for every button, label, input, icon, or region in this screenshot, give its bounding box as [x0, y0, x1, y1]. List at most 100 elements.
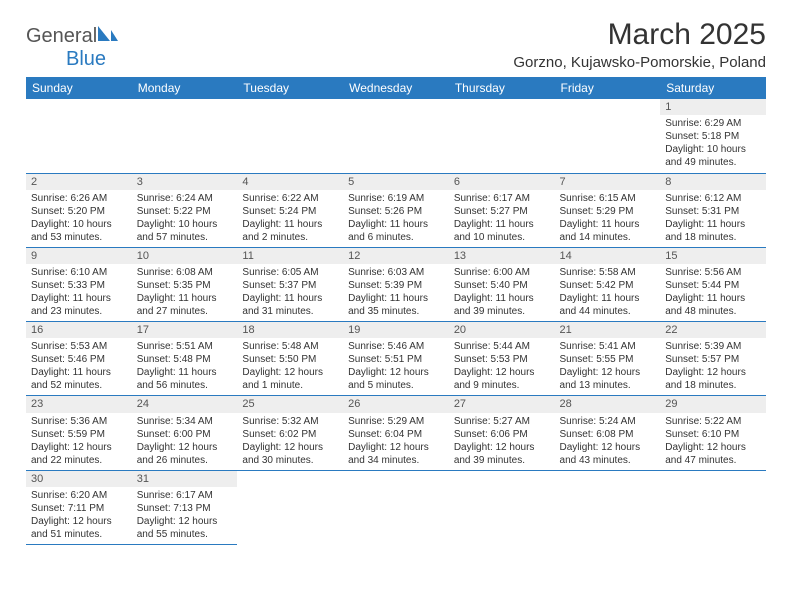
day-details: Sunrise: 5:58 AMSunset: 5:42 PMDaylight:… [560, 266, 656, 318]
day-details: Sunrise: 5:24 AMSunset: 6:08 PMDaylight:… [560, 415, 656, 467]
day-number: 26 [343, 396, 449, 412]
day-details: Sunrise: 5:27 AMSunset: 6:06 PMDaylight:… [454, 415, 550, 467]
day-number: 3 [132, 174, 238, 190]
day-number: 24 [132, 396, 238, 412]
calendar-body: 1 Sunrise: 6:29 AMSunset: 5:18 PMDaylight… [26, 99, 766, 544]
logo-text-1: General [26, 25, 97, 47]
calendar-cell [555, 99, 661, 173]
weekday-monday: Monday [132, 77, 238, 99]
day-number: 13 [449, 248, 555, 264]
calendar-cell: 19 Sunrise: 5:46 AMSunset: 5:51 PMDayligh… [343, 322, 449, 396]
calendar-cell [26, 99, 132, 173]
weekday-thursday: Thursday [449, 77, 555, 99]
calendar-cell: 7Sunrise: 6:15 AMSunset: 5:29 PMDaylight… [555, 173, 661, 247]
calendar-cell [343, 470, 449, 544]
day-details: Sunrise: 6:00 AMSunset: 5:40 PMDaylight:… [454, 266, 550, 318]
day-number: 21 [555, 322, 661, 338]
calendar-cell [237, 470, 343, 544]
day-details: Sunrise: 6:17 AMSunset: 5:27 PMDaylight:… [454, 192, 550, 244]
calendar-cell: 18 Sunrise: 5:48 AMSunset: 5:50 PMDayligh… [237, 322, 343, 396]
day-details: Sunrise: 5:32 AMSunset: 6:02 PMDaylight:… [242, 415, 338, 467]
day-number: 11 [237, 248, 343, 264]
weekday-tuesday: Tuesday [237, 77, 343, 99]
day-number: 2 [26, 174, 132, 190]
day-details: Sunrise: 6:17 AMSunset: 7:13 PMDaylight:… [137, 489, 233, 541]
day-number: 30 [26, 471, 132, 487]
day-details: Sunrise: 6:10 AMSunset: 5:33 PMDaylight:… [31, 266, 127, 318]
calendar-cell [343, 99, 449, 173]
calendar-cell: 26 Sunrise: 5:29 AMSunset: 6:04 PMDayligh… [343, 396, 449, 470]
day-number: 31 [132, 471, 238, 487]
header: GeneralBlue March 2025 Gorzno, Kujawsko-… [26, 18, 766, 71]
calendar-cell: 31 Sunrise: 6:17 AMSunset: 7:13 PMDayligh… [132, 470, 238, 544]
weekday-friday: Friday [555, 77, 661, 99]
day-details: Sunrise: 6:12 AMSunset: 5:31 PMDaylight:… [665, 192, 761, 244]
calendar-cell: 1 Sunrise: 6:29 AMSunset: 5:18 PMDaylight… [660, 99, 766, 173]
day-details: Sunrise: 6:08 AMSunset: 5:35 PMDaylight:… [137, 266, 233, 318]
logo-text: GeneralBlue [26, 24, 119, 71]
calendar-cell: 22 Sunrise: 5:39 AMSunset: 5:57 PMDayligh… [660, 322, 766, 396]
day-details: Sunrise: 5:34 AMSunset: 6:00 PMDaylight:… [137, 415, 233, 467]
calendar-cell: 2 Sunrise: 6:26 AMSunset: 5:20 PMDaylight… [26, 173, 132, 247]
day-details: Sunrise: 5:39 AMSunset: 5:57 PMDaylight:… [665, 340, 761, 392]
day-details: Sunrise: 6:20 AMSunset: 7:11 PMDaylight:… [31, 489, 127, 541]
page-title: March 2025 [513, 18, 766, 52]
day-details: Sunrise: 6:19 AMSunset: 5:26 PMDaylight:… [348, 192, 444, 244]
day-number: 9 [26, 248, 132, 264]
day-number: 10 [132, 248, 238, 264]
calendar-cell: 23Sunrise: 5:36 AMSunset: 5:59 PMDayligh… [26, 396, 132, 470]
calendar-cell: 6Sunrise: 6:17 AMSunset: 5:27 PMDaylight… [449, 173, 555, 247]
day-details: Sunrise: 5:29 AMSunset: 6:04 PMDaylight:… [348, 415, 444, 467]
calendar-cell: 11Sunrise: 6:05 AMSunset: 5:37 PMDayligh… [237, 247, 343, 321]
calendar-cell [449, 470, 555, 544]
logo-text-2: Blue [66, 48, 106, 70]
calendar-cell: 10 Sunrise: 6:08 AMSunset: 5:35 PMDayligh… [132, 247, 238, 321]
day-details: Sunrise: 6:03 AMSunset: 5:39 PMDaylight:… [348, 266, 444, 318]
calendar-cell [660, 470, 766, 544]
logo-sail-icon [97, 24, 119, 48]
day-details: Sunrise: 5:36 AMSunset: 5:59 PMDaylight:… [31, 415, 127, 467]
calendar-cell: 29Sunrise: 5:22 AMSunset: 6:10 PMDayligh… [660, 396, 766, 470]
calendar-week-row: 1 Sunrise: 6:29 AMSunset: 5:18 PMDaylight… [26, 99, 766, 173]
day-number: 18 [237, 322, 343, 338]
title-block: March 2025 Gorzno, Kujawsko-Pomorskie, P… [513, 18, 766, 71]
weekday-sunday: Sunday [26, 77, 132, 99]
day-details: Sunrise: 5:44 AMSunset: 5:53 PMDaylight:… [454, 340, 550, 392]
day-details: Sunrise: 6:24 AMSunset: 5:22 PMDaylight:… [137, 192, 233, 244]
calendar-week-row: 16 Sunrise: 5:53 AMSunset: 5:46 PMDayligh… [26, 322, 766, 396]
calendar-cell: 4Sunrise: 6:22 AMSunset: 5:24 PMDaylight… [237, 173, 343, 247]
logo: GeneralBlue [26, 24, 119, 71]
calendar-cell [555, 470, 661, 544]
day-number: 22 [660, 322, 766, 338]
calendar-cell: 12 Sunrise: 6:03 AMSunset: 5:39 PMDayligh… [343, 247, 449, 321]
calendar-cell: 16 Sunrise: 5:53 AMSunset: 5:46 PMDayligh… [26, 322, 132, 396]
day-details: Sunrise: 5:48 AMSunset: 5:50 PMDaylight:… [242, 340, 338, 392]
day-number: 29 [660, 396, 766, 412]
calendar-cell: 3 Sunrise: 6:24 AMSunset: 5:22 PMDaylight… [132, 173, 238, 247]
day-details: Sunrise: 6:15 AMSunset: 5:29 PMDaylight:… [560, 192, 656, 244]
weekday-wednesday: Wednesday [343, 77, 449, 99]
calendar-week-row: 9 Sunrise: 6:10 AMSunset: 5:33 PMDaylight… [26, 247, 766, 321]
calendar-cell: 15 Sunrise: 5:56 AMSunset: 5:44 PMDayligh… [660, 247, 766, 321]
day-number: 1 [660, 99, 766, 115]
location-text: Gorzno, Kujawsko-Pomorskie, Poland [513, 54, 766, 71]
day-number: 5 [343, 174, 449, 190]
day-details: Sunrise: 6:26 AMSunset: 5:20 PMDaylight:… [31, 192, 127, 244]
day-details: Sunrise: 5:53 AMSunset: 5:46 PMDaylight:… [31, 340, 127, 392]
day-number: 27 [449, 396, 555, 412]
day-number: 16 [26, 322, 132, 338]
calendar-cell [237, 99, 343, 173]
day-number: 14 [555, 248, 661, 264]
day-details: Sunrise: 6:29 AMSunset: 5:18 PMDaylight:… [665, 117, 761, 169]
day-number: 12 [343, 248, 449, 264]
day-details: Sunrise: 5:46 AMSunset: 5:51 PMDaylight:… [348, 340, 444, 392]
day-number: 19 [343, 322, 449, 338]
calendar-cell: 24 Sunrise: 5:34 AMSunset: 6:00 PMDayligh… [132, 396, 238, 470]
day-number: 20 [449, 322, 555, 338]
day-number: 15 [660, 248, 766, 264]
day-details: Sunrise: 6:22 AMSunset: 5:24 PMDaylight:… [242, 192, 338, 244]
calendar-cell: 5 Sunrise: 6:19 AMSunset: 5:26 PMDaylight… [343, 173, 449, 247]
day-details: Sunrise: 5:56 AMSunset: 5:44 PMDaylight:… [665, 266, 761, 318]
calendar-cell: 27 Sunrise: 5:27 AMSunset: 6:06 PMDayligh… [449, 396, 555, 470]
day-number: 25 [237, 396, 343, 412]
